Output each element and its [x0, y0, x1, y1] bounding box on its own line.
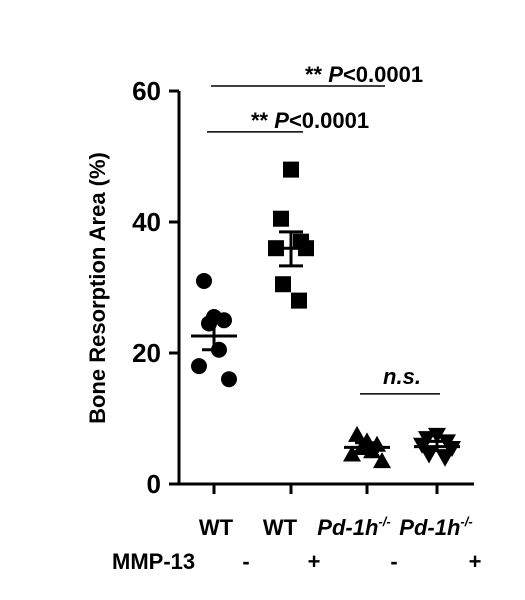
condition-row-label: MMP-13	[112, 549, 195, 574]
data-point	[373, 452, 391, 469]
data-point	[343, 445, 361, 462]
y-tick-label: 0	[147, 469, 161, 499]
condition-value: -	[390, 549, 397, 574]
y-tick-label: 60	[132, 76, 161, 106]
data-point	[221, 371, 237, 388]
condition-value: +	[469, 549, 482, 574]
condition-value: -	[242, 549, 249, 574]
ns-label: n.s.	[383, 364, 421, 389]
significance-label: ** P<0.0001	[305, 62, 423, 87]
y-tick-label: 20	[132, 338, 161, 368]
data-point	[348, 425, 366, 442]
x-group-label: WT	[263, 515, 298, 540]
x-group-label: Pd-1h-/-	[317, 514, 390, 540]
y-axis-label: Bone Resorption Area (%)	[85, 152, 110, 424]
significance-label: ** P<0.0001	[251, 108, 369, 133]
condition-value: +	[308, 549, 321, 574]
data-point	[191, 358, 207, 375]
data-point	[443, 440, 461, 457]
x-group-label: Pd-1h-/-	[399, 514, 472, 540]
data-point	[283, 161, 299, 178]
data-point	[273, 210, 289, 227]
x-group-label: WT	[199, 515, 234, 540]
data-point	[436, 450, 454, 467]
data-point	[291, 292, 307, 309]
data-point	[196, 272, 212, 289]
data-point	[275, 276, 291, 293]
y-tick-label: 40	[132, 207, 161, 237]
